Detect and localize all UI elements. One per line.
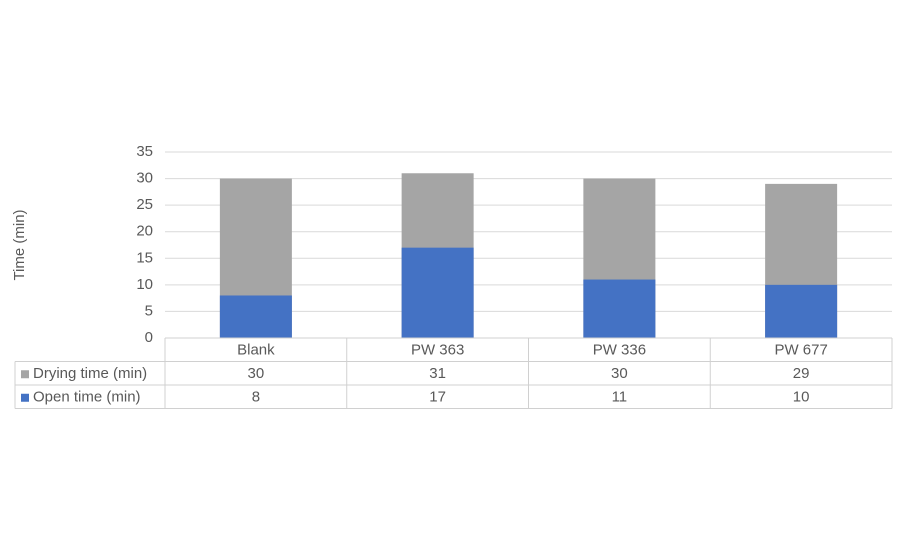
table-value: 8 — [252, 389, 260, 406]
x-tick-label: PW 363 — [411, 342, 464, 359]
table-value: 30 — [248, 365, 265, 382]
legend-swatch — [21, 393, 29, 402]
y-tick-label: 20 — [136, 223, 153, 240]
x-tick-label: Blank — [237, 342, 275, 359]
x-tick-label: PW 336 — [593, 342, 646, 359]
y-tick-label: 10 — [136, 276, 153, 293]
bar — [401, 247, 474, 338]
y-tick-label: 0 — [145, 329, 153, 346]
y-tick-label: 5 — [145, 302, 153, 319]
y-tick-label: 30 — [136, 170, 153, 187]
table-value: 10 — [793, 389, 810, 406]
table-value: 11 — [612, 389, 628, 406]
table-value: 17 — [429, 389, 446, 406]
legend-label: Drying time (min) — [33, 365, 147, 382]
bar — [765, 284, 838, 338]
y-tick-label: 35 — [136, 143, 153, 160]
bar — [219, 295, 292, 338]
table-value: 30 — [611, 365, 628, 382]
table-value: 29 — [793, 365, 810, 382]
y-tick-label: 15 — [136, 249, 153, 266]
legend-swatch — [21, 370, 29, 379]
x-tick-label: PW 677 — [774, 342, 827, 359]
y-axis-title: Time (min) — [11, 209, 28, 280]
table-value: 31 — [429, 365, 446, 382]
bar — [583, 279, 656, 338]
legend-label: Open time (min) — [33, 389, 141, 406]
y-tick-label: 25 — [136, 196, 153, 213]
